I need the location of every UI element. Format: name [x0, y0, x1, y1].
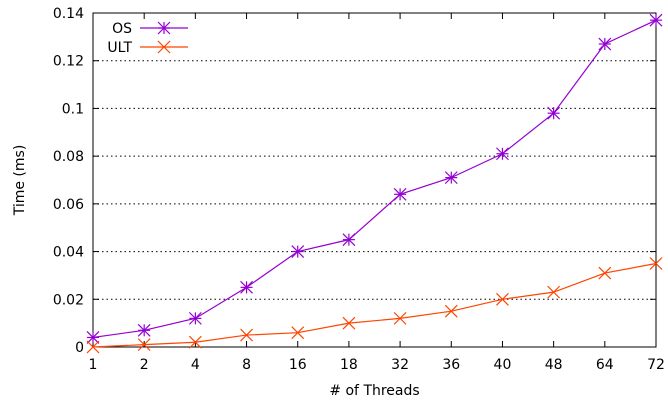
- ult-data-point: [649, 257, 663, 270]
- x-tick-label: 32: [391, 357, 409, 373]
- ult-data-point: [240, 328, 253, 342]
- y-axis-title: Time (ms): [12, 145, 28, 217]
- y-tick-label: 0.08: [53, 149, 84, 165]
- os-data-point: [444, 171, 458, 185]
- x-tick-label: 48: [545, 357, 563, 373]
- os-series-line: [92, 19, 657, 339]
- x-tick-label: 4: [191, 357, 200, 373]
- ult-data-point: [291, 326, 305, 340]
- series-group: [86, 13, 663, 354]
- x-tick-label: 36: [442, 357, 460, 373]
- legend: OS ULT: [107, 21, 188, 56]
- os-data-point: [240, 280, 253, 294]
- y-tick-label: 0.14: [53, 6, 84, 22]
- x-axis-title: # of Threads: [329, 383, 419, 399]
- os-data-point: [649, 13, 663, 27]
- legend-label-os: OS: [112, 21, 132, 37]
- x-tick-label: 8: [242, 357, 251, 373]
- gridlines: [93, 60, 656, 300]
- os-data-point: [598, 37, 612, 51]
- os-data-point: [547, 106, 561, 120]
- os-data-point: [291, 245, 305, 258]
- y-tick-label: 0.12: [53, 54, 84, 70]
- os-data-point: [188, 311, 202, 325]
- y-tick-label: 0: [75, 340, 84, 356]
- y-tick-label: 0.04: [53, 245, 84, 261]
- ult-data-point: [342, 316, 356, 330]
- x-tick-label: 40: [494, 357, 512, 373]
- y-tick-label: 0.02: [53, 292, 84, 308]
- ult-data-point: [86, 340, 100, 354]
- ult-data-point: [444, 304, 458, 318]
- x-tick-label: 72: [647, 357, 665, 373]
- x-tick-label: 16: [289, 357, 307, 373]
- ult-data-point: [547, 285, 561, 299]
- y-tick-label: 0.1: [62, 101, 84, 117]
- os-data-point: [342, 233, 356, 247]
- ult-series-line: [92, 262, 657, 348]
- legend-marker-ult: [157, 40, 171, 54]
- x-tick-label: 18: [340, 357, 358, 373]
- ult-data-point: [496, 292, 509, 306]
- os-data-point: [86, 331, 100, 344]
- os-data-point: [137, 323, 151, 337]
- os-data-point: [496, 147, 509, 161]
- os-data-point: [393, 187, 407, 201]
- legend-label-ult: ULT: [107, 40, 132, 56]
- ult-data-point: [393, 311, 407, 325]
- ult-data-point: [188, 335, 202, 349]
- ult-data-point: [598, 266, 612, 280]
- x-tick-label: 1: [89, 357, 98, 373]
- x-tick-label: 2: [140, 357, 149, 373]
- x-tick-label: 64: [596, 357, 614, 373]
- y-tick-label: 0.06: [53, 197, 84, 213]
- axis-ticks: 00.020.040.060.080.10.120.141 2 4 8 16 18 32 36…: [53, 6, 665, 373]
- ult-data-point: [137, 338, 151, 352]
- plot-frame: [92, 12, 657, 348]
- legend-marker-os: [157, 21, 171, 35]
